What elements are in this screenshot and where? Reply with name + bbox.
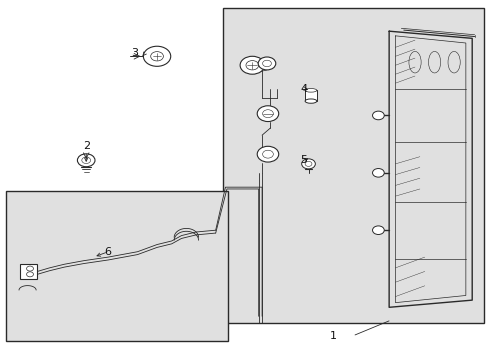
Circle shape: [77, 154, 95, 167]
Circle shape: [372, 111, 384, 120]
Text: 6: 6: [105, 247, 112, 257]
Circle shape: [372, 168, 384, 177]
Circle shape: [258, 57, 276, 70]
Text: 4: 4: [300, 84, 307, 94]
Ellipse shape: [305, 89, 317, 92]
Bar: [305, 90, 317, 101]
Bar: [223, 8, 485, 323]
Bar: [20, 264, 37, 279]
Bar: [0, 1, 223, 191]
Circle shape: [372, 226, 384, 234]
Text: 3: 3: [131, 48, 139, 58]
Circle shape: [26, 272, 33, 277]
Text: 2: 2: [83, 141, 90, 151]
Circle shape: [144, 46, 171, 66]
Text: 1: 1: [329, 331, 337, 341]
Bar: [5, 191, 228, 341]
Circle shape: [302, 159, 316, 169]
Circle shape: [257, 146, 279, 162]
Circle shape: [240, 56, 265, 74]
Ellipse shape: [305, 99, 317, 103]
Circle shape: [257, 106, 279, 122]
Circle shape: [26, 266, 33, 271]
Text: 5: 5: [300, 155, 307, 165]
